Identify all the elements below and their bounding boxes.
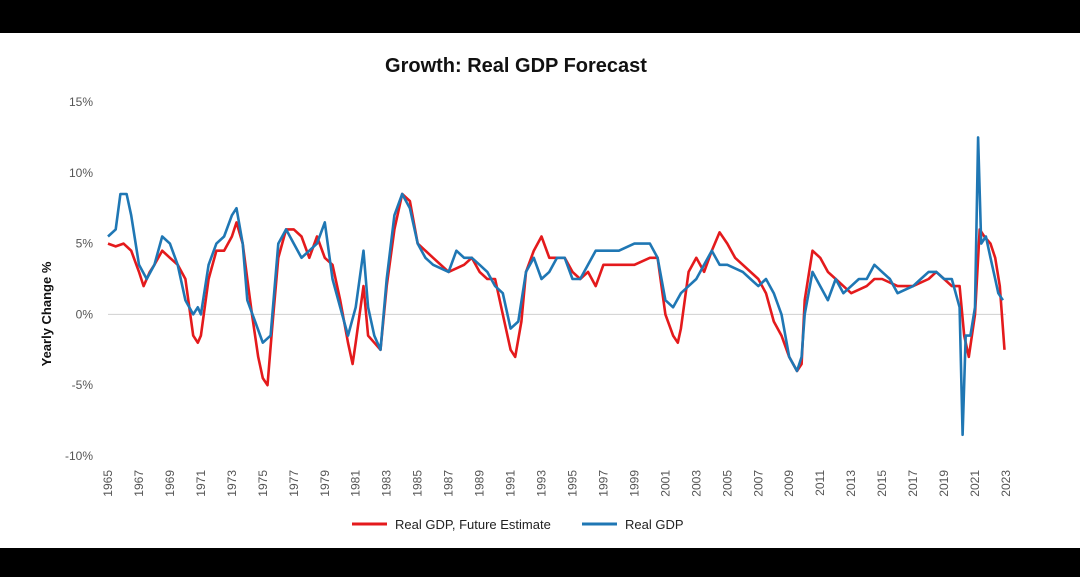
x-tick-label: 1969	[163, 470, 177, 497]
x-tick-label: 1983	[380, 470, 394, 497]
x-tick-label: 1999	[627, 470, 641, 497]
legend-label-real-gdp: Real GDP	[625, 517, 684, 532]
x-tick-label: 1989	[473, 470, 487, 497]
x-tick-label: 2013	[844, 470, 858, 497]
x-tick-label: 1967	[132, 470, 146, 497]
x-tick-label: 2003	[689, 470, 703, 497]
x-tick-labels: 1965 1967 1969 1971 1973 1975 1977 1979 1981 1983…	[101, 470, 1013, 497]
y-tick-labels: 15% 10% 5% 0% -5% -10%	[65, 95, 93, 463]
y-tick-label: 0%	[76, 307, 94, 321]
x-tick-label: 2021	[968, 470, 982, 497]
x-tick-label: 1971	[194, 470, 208, 497]
x-tick-label: 2019	[937, 470, 951, 497]
legend-label-real-gdp-future-estimate: Real GDP, Future Estimate	[395, 517, 551, 532]
x-tick-label: 1995	[565, 470, 579, 497]
x-tick-label: 2015	[875, 470, 889, 497]
x-tick-label: 1965	[101, 470, 115, 497]
y-tick-label: 10%	[69, 166, 93, 180]
x-tick-label: 1973	[225, 470, 239, 497]
x-tick-label: 1979	[318, 470, 332, 497]
x-tick-label: 2023	[999, 470, 1013, 497]
chart: Growth: Real GDP Forecast Yearly Change …	[39, 55, 1013, 532]
series-layer	[107, 136, 1006, 437]
x-tick-label: 2005	[720, 470, 734, 497]
x-tick-label: 2009	[782, 470, 796, 497]
x-tick-label: 1985	[411, 470, 425, 497]
series-line-real-gdp-future-estimate	[107, 192, 1006, 387]
x-tick-label: 1987	[442, 470, 456, 497]
series-line-real-gdp	[107, 136, 1004, 437]
x-tick-label: 2017	[906, 470, 920, 497]
x-tick-label: 1991	[504, 470, 518, 497]
y-tick-label: -5%	[72, 378, 94, 392]
x-tick-label: 1977	[287, 470, 301, 497]
chart-frame: Growth: Real GDP Forecast Yearly Change …	[0, 33, 1080, 548]
y-tick-label: -10%	[65, 449, 93, 463]
x-tick-label: 1981	[349, 470, 363, 497]
y-axis-label: Yearly Change %	[39, 261, 54, 366]
x-tick-label: 1975	[256, 470, 270, 497]
x-tick-label: 2007	[751, 470, 765, 497]
x-tick-label: 2011	[813, 470, 827, 496]
legend: Real GDP, Future Estimate Real GDP	[352, 517, 684, 532]
y-tick-label: 5%	[76, 237, 94, 251]
x-tick-label: 1993	[535, 470, 549, 497]
x-tick-label: 1997	[596, 470, 610, 497]
x-tick-label: 2001	[658, 470, 672, 497]
y-tick-label: 15%	[69, 95, 93, 109]
chart-title: Growth: Real GDP Forecast	[385, 55, 647, 77]
